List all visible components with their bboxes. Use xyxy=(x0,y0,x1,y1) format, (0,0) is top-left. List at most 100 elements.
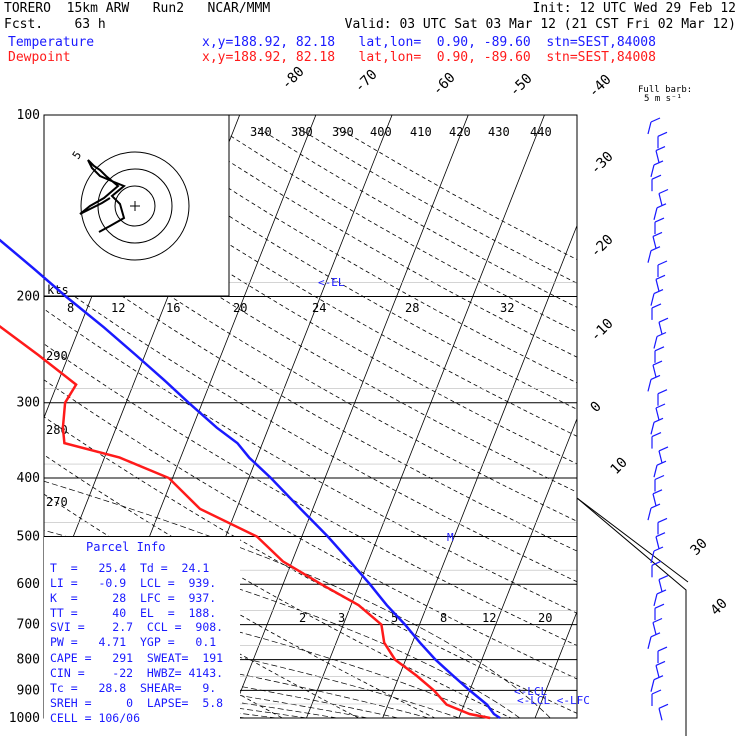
wind-barb xyxy=(650,422,655,435)
isotherm-label: 10 xyxy=(608,455,631,478)
dry-adiabat xyxy=(44,274,577,583)
wind-barb-flag xyxy=(651,689,662,695)
lcl-marker: <-LCL xyxy=(514,685,547,698)
hodo-axis-label: 24 xyxy=(312,301,326,315)
isotherm-label: -20 xyxy=(588,232,617,261)
wind-barb xyxy=(647,636,652,649)
wind-barb-flag xyxy=(653,417,664,423)
hodo-axis-label: 28 xyxy=(405,301,419,315)
parcel-row: CAPE = 291 SWEAT= 191 xyxy=(50,651,224,665)
parcel-row: Tc = 28.8 SHEAR= 9. xyxy=(50,681,217,695)
isotherm-line xyxy=(606,87,740,730)
wind-barb xyxy=(658,322,663,335)
wind-barb-flag xyxy=(652,617,663,624)
isotherm-label: -80 xyxy=(279,64,308,93)
wind-barb-flag xyxy=(654,217,665,223)
pressure-tick-label: 300 xyxy=(17,396,40,411)
wind-barb-flag xyxy=(651,303,662,309)
isotherm-line xyxy=(682,87,740,730)
parcel-row: SREH = 0 LAPSE= 5.8 xyxy=(50,696,224,710)
moist-adiabat xyxy=(44,616,460,718)
hodo-axis-label: 12 xyxy=(111,301,125,315)
wind-barb-flag xyxy=(657,517,668,523)
pressure-tick-label: 100 xyxy=(17,108,40,123)
wind-barb-flag xyxy=(655,403,666,409)
wind-barb xyxy=(650,293,655,306)
pressure-tick-label: 600 xyxy=(17,577,40,592)
parcel-row: SVI = 2.7 CCL = 908. xyxy=(50,620,224,634)
dry-adiabat xyxy=(44,416,577,714)
wind-barb xyxy=(652,364,657,378)
wind-barb-flag xyxy=(658,703,669,709)
moist-adiabat xyxy=(44,480,551,718)
wind-barb xyxy=(647,507,652,521)
dry-adiabat xyxy=(137,127,577,384)
pressure-tick-label: 500 xyxy=(17,529,40,544)
dry-adiabat xyxy=(297,127,577,284)
mixing-ratio-label: 3 xyxy=(338,611,345,625)
wind-barb xyxy=(653,465,658,478)
isotherm-label: -10 xyxy=(588,316,617,345)
wind-barb-flag xyxy=(656,460,667,466)
wind-barb xyxy=(652,236,657,249)
wind-barb-flag xyxy=(657,389,668,395)
pressure-tick-label: 400 xyxy=(17,471,40,486)
model-name: TORERO xyxy=(4,1,51,16)
wind-barb xyxy=(652,493,657,506)
boundary-line xyxy=(576,497,687,736)
wind-barb xyxy=(655,407,660,421)
parcel-row: PW = 4.71 YGP = 0.1 xyxy=(50,635,217,649)
dewpoint-profile xyxy=(0,325,491,720)
wind-barb-flag xyxy=(658,317,669,323)
wind-barb xyxy=(650,550,655,564)
hodograph-ring xyxy=(80,151,190,261)
hodo-axis-label: 32 xyxy=(500,301,514,315)
mixing-ratio-label: 8 xyxy=(440,611,447,625)
wind-barb-flag xyxy=(657,646,668,652)
isotherm-label: -50 xyxy=(507,71,536,100)
theta-label: 440 xyxy=(530,125,552,139)
pressure-tick-label: 700 xyxy=(17,618,40,633)
wind-barb-flag xyxy=(651,432,662,438)
theta-label: 380 xyxy=(291,125,313,139)
wind-barb xyxy=(647,121,652,135)
wind-barb-flag xyxy=(650,246,661,252)
wind-barb-flag xyxy=(657,260,668,266)
wind-barb-flag xyxy=(655,660,666,666)
hodograph-ring xyxy=(114,185,156,227)
pressure-tick-label: 900 xyxy=(17,683,40,698)
mixing-ratio-label: 12 xyxy=(482,611,496,625)
wind-barb-flag xyxy=(650,503,661,509)
dry-adiabat xyxy=(217,127,577,333)
parcel-row: LI = -0.9 LCL = 939. xyxy=(50,576,217,590)
theta-label: 420 xyxy=(449,125,471,139)
wind-barb-flag xyxy=(658,446,669,452)
isotherm-label: -40 xyxy=(586,72,615,101)
isotherm-label: 0 xyxy=(588,399,605,416)
wind-barb xyxy=(658,193,663,206)
wind-barb-flag xyxy=(658,188,669,195)
theta-label: 410 xyxy=(410,125,432,139)
wind-barb xyxy=(655,665,660,678)
wind-barb xyxy=(647,250,652,263)
wind-barb-flag xyxy=(655,146,666,152)
parcel-row: CELL = 106/06 xyxy=(50,711,141,725)
legend-dewpoint: Dewpoint xyxy=(8,50,71,65)
wind-barb-flag xyxy=(656,331,667,338)
hodograph xyxy=(43,114,230,297)
fcst-value: 63 h xyxy=(74,17,106,32)
hodo-axis-label: 16 xyxy=(166,301,180,315)
dry-adiabat xyxy=(44,343,577,646)
wind-barb-flag xyxy=(652,360,663,366)
isotherm-label: 30 xyxy=(688,536,711,559)
isotherm-line xyxy=(229,115,469,718)
parcel-row: K = 28 LFC = 937. xyxy=(50,591,217,605)
mixing-ratio-label: 2 xyxy=(299,611,306,625)
legend-temperature: Temperature xyxy=(8,35,95,50)
barb-key-unit: 5 m s⁻¹ xyxy=(644,94,682,104)
wind-barb-flag xyxy=(655,274,666,280)
isotherm-label: -60 xyxy=(430,70,459,99)
dry-adiabat xyxy=(44,454,512,718)
dry-adiabat xyxy=(44,177,577,493)
pressure-tick-label: 200 xyxy=(17,290,40,305)
